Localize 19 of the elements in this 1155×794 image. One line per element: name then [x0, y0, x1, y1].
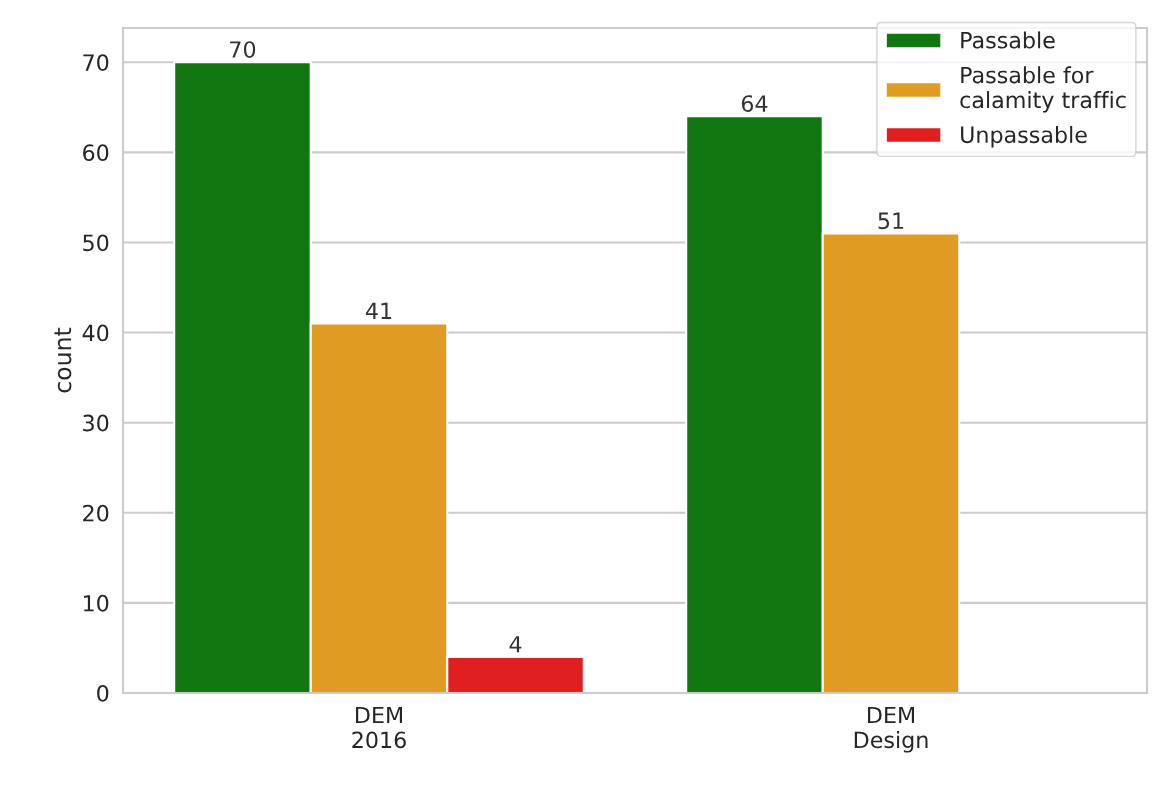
legend-label: Unpassable	[961, 125, 1087, 148]
y-tick-label: 70	[83, 54, 109, 71]
data-label: 64	[741, 95, 768, 112]
y-tick-label: 10	[83, 594, 109, 612]
data-label: 41	[365, 302, 392, 319]
data-label: 51	[878, 212, 904, 230]
y-tick-label: 50	[83, 234, 109, 252]
y-tick-label: 0	[97, 684, 109, 702]
y-tick-label: 60	[83, 144, 109, 162]
legend-label: Passable for calamity traffic	[960, 66, 1126, 113]
data-label: 4	[509, 636, 522, 653]
y-tick-label: 30	[83, 414, 109, 432]
x-tick-label: DEM Design	[854, 706, 928, 753]
y-tick-label: 20	[83, 504, 109, 522]
y-tick-label: 40	[82, 324, 109, 342]
y-axis-title: count	[54, 327, 72, 393]
x-tick-label: DEM 2016	[352, 706, 406, 749]
data-label: 70	[230, 41, 256, 58]
legend-label: Passable	[961, 31, 1055, 49]
